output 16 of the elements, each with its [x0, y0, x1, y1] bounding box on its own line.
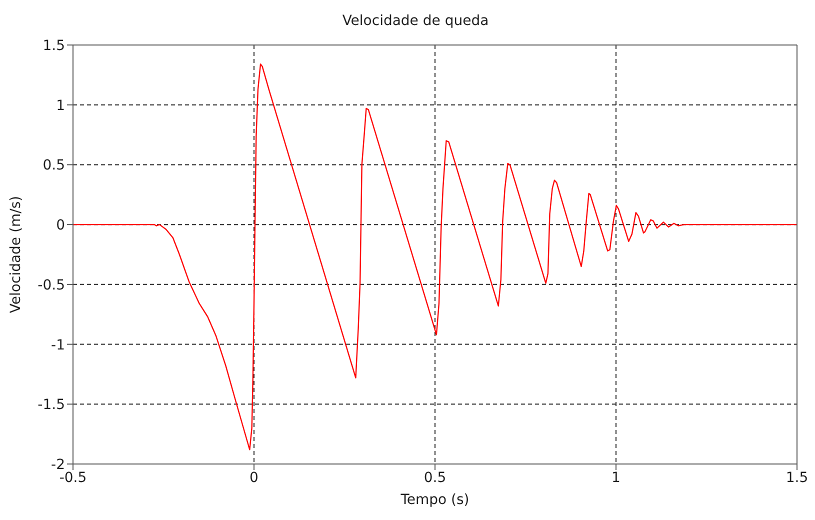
- y-tick-label: 0.5: [42, 158, 65, 174]
- y-tick-label: 1.5: [42, 38, 65, 54]
- y-axis-title: Velocidade (m/s): [8, 196, 24, 314]
- x-tick-label: 1: [612, 470, 620, 486]
- y-tick-label: -1: [51, 337, 65, 354]
- y-tick-label: 1: [56, 98, 65, 114]
- line-series: [73, 64, 797, 450]
- y-tick-label: -0.5: [38, 277, 65, 294]
- y-tick-label: -1.5: [38, 397, 65, 414]
- x-tick-label: 0: [250, 470, 258, 486]
- x-tick-label: 1.5: [786, 470, 808, 486]
- y-tick-label: -2: [51, 456, 65, 473]
- chart-title: Velocidade de queda: [341, 12, 490, 31]
- x-axis-title: Tempo (s): [400, 492, 470, 508]
- y-tick-label: 0: [56, 218, 65, 234]
- x-tick-label: 0.5: [424, 470, 446, 486]
